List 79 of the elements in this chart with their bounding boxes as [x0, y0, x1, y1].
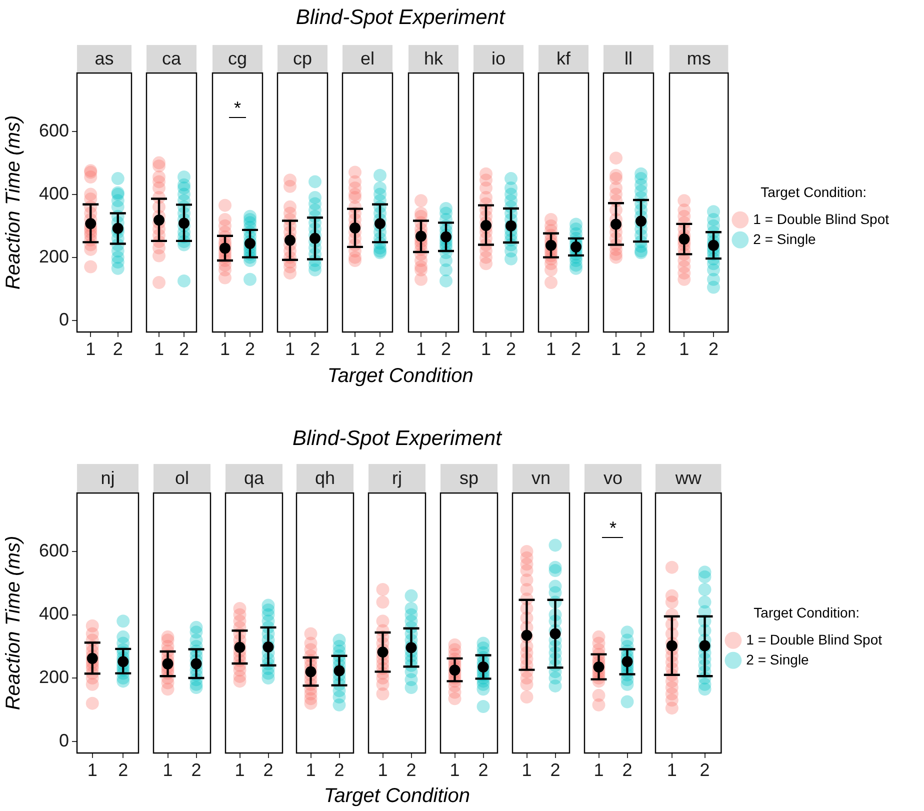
chart-subtitle: el — [360, 48, 375, 68]
x-tick-label: 2 — [506, 338, 516, 359]
x-tick-label: 1 — [162, 760, 173, 780]
chart-subtitle: kf — [556, 48, 572, 68]
annotation: * — [609, 518, 616, 538]
x-tick-label: 1 — [593, 760, 604, 780]
y-tick-label: 400 — [38, 183, 69, 204]
y-tick-label: 600 — [38, 540, 69, 560]
x-tick-label: 2 — [571, 338, 582, 359]
y-tick-label: 600 — [38, 120, 69, 140]
chart-subtitle: sp — [459, 468, 479, 488]
x-tick-label: 2 — [708, 338, 718, 359]
legend-title: Target Condition: — [754, 604, 860, 620]
x-tick-label: 2 — [636, 338, 646, 359]
y-tick-label: 0 — [58, 309, 69, 330]
x-tick-label: 1 — [546, 338, 556, 359]
x-tick-label: 2 — [191, 760, 202, 780]
chart-subtitle: ca — [162, 48, 182, 68]
text: Blind-Spot Experiment — [296, 6, 505, 30]
x-tick-label: 1 — [450, 760, 460, 780]
x-tick-label: 2 — [478, 760, 488, 780]
x-tick-label: 2 — [375, 338, 386, 359]
x-tick-label: 2 — [310, 338, 320, 359]
x-tick-label: 1 — [350, 338, 360, 359]
x-tick-label: 1 — [234, 760, 244, 780]
x-tick-label: 1 — [306, 760, 316, 780]
x-tick-label: 2 — [700, 760, 710, 780]
legend-label: 1 = Double Blind Spot — [746, 631, 882, 648]
x-tick-label: 1 — [87, 760, 98, 780]
chart-subtitle: as — [94, 48, 114, 68]
annotation: * — [234, 98, 241, 118]
x-tick-label: 1 — [480, 338, 491, 359]
chart-subtitle: io — [491, 48, 506, 68]
x-tick-label: 1 — [378, 760, 388, 780]
y-tick-label: 0 — [58, 730, 69, 750]
chart-subtitle: cg — [228, 48, 247, 68]
chart-subtitle: vn — [531, 468, 550, 488]
legend-label: 2 = Single — [752, 230, 816, 247]
x-tick-label: 1 — [678, 338, 689, 359]
y-axis-title: Reaction Time (ms) — [2, 115, 25, 290]
x-tick-label: 2 — [334, 760, 345, 780]
text: Blind-Spot Experiment — [292, 427, 502, 451]
x-tick-label: 1 — [284, 338, 295, 359]
x-tick-label: 2 — [440, 338, 451, 359]
chart-subtitle: vo — [603, 468, 622, 488]
x-tick-label: 2 — [244, 338, 255, 359]
chart-subtitle: ms — [686, 48, 711, 68]
x-tick-label: 1 — [522, 760, 532, 780]
chart-subtitle: ww — [674, 468, 703, 488]
legend-title: Target Condition: — [760, 184, 866, 200]
x-tick-label: 1 — [667, 760, 678, 780]
chart-subtitle: cp — [292, 48, 312, 68]
y-tick-label: 200 — [38, 246, 69, 266]
chart-subtitle: nj — [100, 468, 115, 488]
legend-label: 2 = Single — [746, 651, 810, 668]
x-tick-label: 2 — [622, 760, 632, 780]
legend-label: 1 = Double Blind Spot — [752, 210, 889, 227]
x-tick-label: 1 — [86, 338, 96, 359]
y-axis-title: Reaction Time (ms) — [2, 536, 25, 710]
x-tick-label: 1 — [415, 338, 426, 359]
x-tick-label: 1 — [220, 338, 230, 359]
text: Target Condition — [327, 365, 474, 388]
chart-subtitle: hk — [423, 48, 444, 68]
chart-subtitle: qh — [315, 468, 336, 488]
x-tick-label: 2 — [406, 760, 416, 780]
chart-subtitle: rj — [392, 468, 402, 488]
chart-subtitle: ll — [624, 48, 633, 68]
x-tick-label: 1 — [611, 338, 622, 359]
y-tick-label: 200 — [38, 667, 69, 688]
x-tick-label: 1 — [154, 338, 164, 359]
x-tick-label: 2 — [550, 760, 560, 780]
x-tick-label: 2 — [262, 760, 273, 780]
chart-subtitle: qa — [244, 468, 265, 488]
text: Target Condition — [324, 785, 470, 808]
chart-subtitle: ol — [174, 468, 189, 488]
y-tick-label: 400 — [38, 604, 69, 624]
x-tick-label: 2 — [112, 338, 123, 359]
x-tick-label: 2 — [118, 760, 128, 780]
x-tick-label: 2 — [179, 338, 190, 359]
